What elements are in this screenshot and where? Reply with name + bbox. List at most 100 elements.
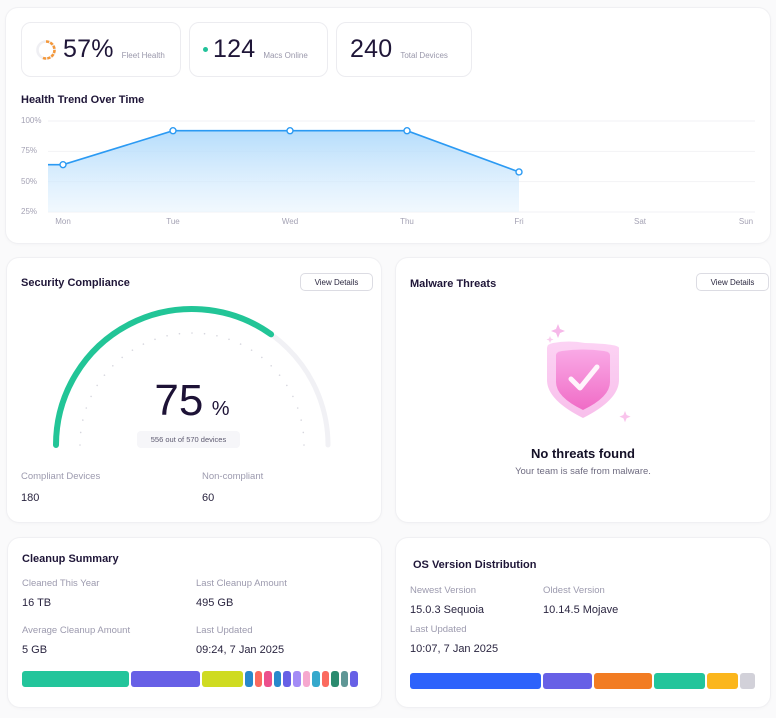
compliance-gauge xyxy=(53,306,331,448)
x-tick-label: Tue xyxy=(166,217,180,226)
x-tick-label: Mon xyxy=(55,217,71,226)
cleanup-last-updated-value: 09:24, 7 Jan 2025 xyxy=(196,644,285,656)
x-tick-label: Fri xyxy=(514,217,524,226)
gauge-tick xyxy=(303,444,305,446)
gauge-tick xyxy=(296,407,299,409)
cleanup-distribution-bar xyxy=(22,671,358,687)
gauge-tick xyxy=(90,395,92,398)
cleanup-bar-segment[interactable] xyxy=(273,671,282,687)
os-bar-segment[interactable] xyxy=(740,673,755,689)
trend-point[interactable] xyxy=(169,127,177,135)
malware-status: No threats found xyxy=(531,446,635,461)
total-devices-label: Total Devices xyxy=(400,51,448,60)
os-distribution-bar xyxy=(410,673,755,689)
os-bar-segment[interactable] xyxy=(594,673,653,689)
y-tick-label: 100% xyxy=(21,116,42,125)
gauge-tick xyxy=(142,343,145,345)
security-view-details-button[interactable]: View Details xyxy=(300,273,373,291)
newest-version-label: Newest Version xyxy=(410,585,477,596)
macs-online-value: 124 xyxy=(213,35,256,63)
gauge-tick xyxy=(292,395,294,398)
cleanup-last-updated-label: Last Updated xyxy=(196,625,253,636)
cleanup-bar-segment[interactable] xyxy=(283,671,291,687)
os-last-updated-label: Last Updated xyxy=(410,624,467,635)
os-bar-segment[interactable] xyxy=(410,673,541,689)
trend-point[interactable] xyxy=(515,168,523,176)
cleanup-bar-segment[interactable] xyxy=(302,671,311,687)
fleet-health-label: Fleet Health xyxy=(121,51,165,60)
y-tick-label: 25% xyxy=(21,207,38,216)
fleet-health-value: 57% xyxy=(63,35,114,63)
gauge-tick xyxy=(121,356,123,359)
gauge-tick xyxy=(261,356,263,359)
online-dot-icon xyxy=(203,47,208,52)
non-compliant-label: Non-compliant xyxy=(202,471,264,482)
gauge-tick xyxy=(278,374,281,376)
os-bar-segment[interactable] xyxy=(542,673,593,689)
cleanup-bar-segment[interactable] xyxy=(321,671,330,687)
cleanup-bar-segment[interactable] xyxy=(331,671,339,687)
gauge-tick xyxy=(216,335,218,337)
compliance-percent: 75 % xyxy=(0,376,384,426)
macs-online-stat[interactable]: 124 Macs Online xyxy=(189,22,328,77)
cleanup-bar-segment[interactable] xyxy=(131,671,201,687)
gauge-tick xyxy=(300,419,302,421)
gauge-tick xyxy=(79,431,82,434)
cleaned-this-year-value: 16 TB xyxy=(22,597,52,609)
cleanup-bar-segment[interactable] xyxy=(254,671,263,687)
last-cleanup-amount-label: Last Cleanup Amount xyxy=(196,578,287,589)
compliant-devices-label: Compliant Devices xyxy=(21,471,101,482)
gauge-tick xyxy=(103,374,106,376)
gauge-tick xyxy=(85,407,88,409)
cleanup-summary-title: Cleanup Summary xyxy=(22,553,119,565)
trend-area-fill xyxy=(48,130,519,212)
gauge-tick xyxy=(250,349,253,351)
trend-point[interactable] xyxy=(59,160,67,169)
x-tick-label: Sun xyxy=(738,217,754,226)
trend-point[interactable] xyxy=(403,127,411,135)
gauge-tick xyxy=(191,332,193,334)
cleanup-bar-segment[interactable] xyxy=(22,671,130,687)
cleanup-bar-segment[interactable] xyxy=(312,671,320,687)
gauge-tick xyxy=(131,349,134,351)
cleanup-bar-segment[interactable] xyxy=(245,671,253,687)
fleet-health-ring-icon xyxy=(36,39,56,60)
oldest-version-label: Oldest Version xyxy=(543,585,605,596)
cleanup-bar-segment[interactable] xyxy=(202,671,244,687)
last-cleanup-amount-value: 495 GB xyxy=(196,597,234,609)
gauge-tick xyxy=(286,384,288,387)
gauge-tick xyxy=(178,332,181,335)
cleanup-bar-segment[interactable] xyxy=(350,671,358,687)
y-tick-label: 50% xyxy=(21,176,38,186)
gauge-tick xyxy=(166,335,168,337)
os-bar-segment[interactable] xyxy=(707,673,739,689)
gauge-tick xyxy=(302,431,305,434)
gauge-tick xyxy=(79,444,81,446)
cleanup-bar-segment[interactable] xyxy=(264,671,272,687)
security-compliance-title: Security Compliance xyxy=(21,277,130,289)
x-tick-label: Wed xyxy=(281,217,299,226)
health-trend-title: Health Trend Over Time xyxy=(21,94,145,106)
gauge-tick xyxy=(112,365,114,367)
x-tick-label: Sat xyxy=(633,217,646,226)
gauge-fill xyxy=(53,306,275,448)
fleet-health-stat[interactable]: 57% Fleet Health xyxy=(21,22,181,77)
gauge-tick xyxy=(96,384,98,387)
newest-version-value: 15.0.3 Sequoia xyxy=(410,604,485,616)
cleanup-bar-segment[interactable] xyxy=(340,671,349,687)
health-trend-svg xyxy=(48,120,755,213)
total-devices-stat[interactable]: 240 Total Devices xyxy=(336,22,472,77)
gauge-tick xyxy=(239,343,242,345)
non-compliant-value: 60 xyxy=(202,492,215,504)
gauge-tick xyxy=(270,365,272,367)
os-distribution-title: OS Version Distribution xyxy=(413,559,537,571)
malware-view-details-button[interactable]: View Details xyxy=(696,273,769,291)
cleanup-bar-segment[interactable] xyxy=(292,671,301,687)
total-devices-value: 240 xyxy=(350,35,393,63)
os-bar-segment[interactable] xyxy=(654,673,706,689)
malware-threats-title: Malware Threats xyxy=(410,278,497,290)
trend-point[interactable] xyxy=(286,127,294,135)
gauge-tick xyxy=(82,419,84,421)
compliance-percent-sign: % xyxy=(211,398,230,420)
gauge-tick xyxy=(154,338,156,341)
